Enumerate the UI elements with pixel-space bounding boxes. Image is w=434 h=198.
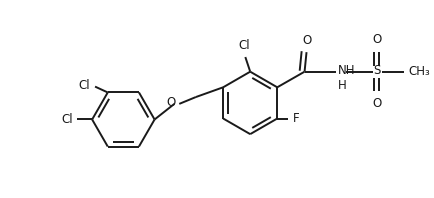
Text: S: S (373, 64, 381, 77)
Text: F: F (293, 112, 299, 125)
Text: O: O (166, 96, 175, 109)
Text: H: H (338, 79, 347, 91)
Text: O: O (302, 34, 311, 47)
Text: Cl: Cl (61, 113, 72, 126)
Text: O: O (372, 97, 381, 110)
Text: Cl: Cl (79, 79, 90, 92)
Text: NH: NH (338, 64, 356, 77)
Text: Cl: Cl (239, 39, 250, 52)
Text: O: O (372, 33, 381, 46)
Text: CH₃: CH₃ (408, 65, 430, 78)
